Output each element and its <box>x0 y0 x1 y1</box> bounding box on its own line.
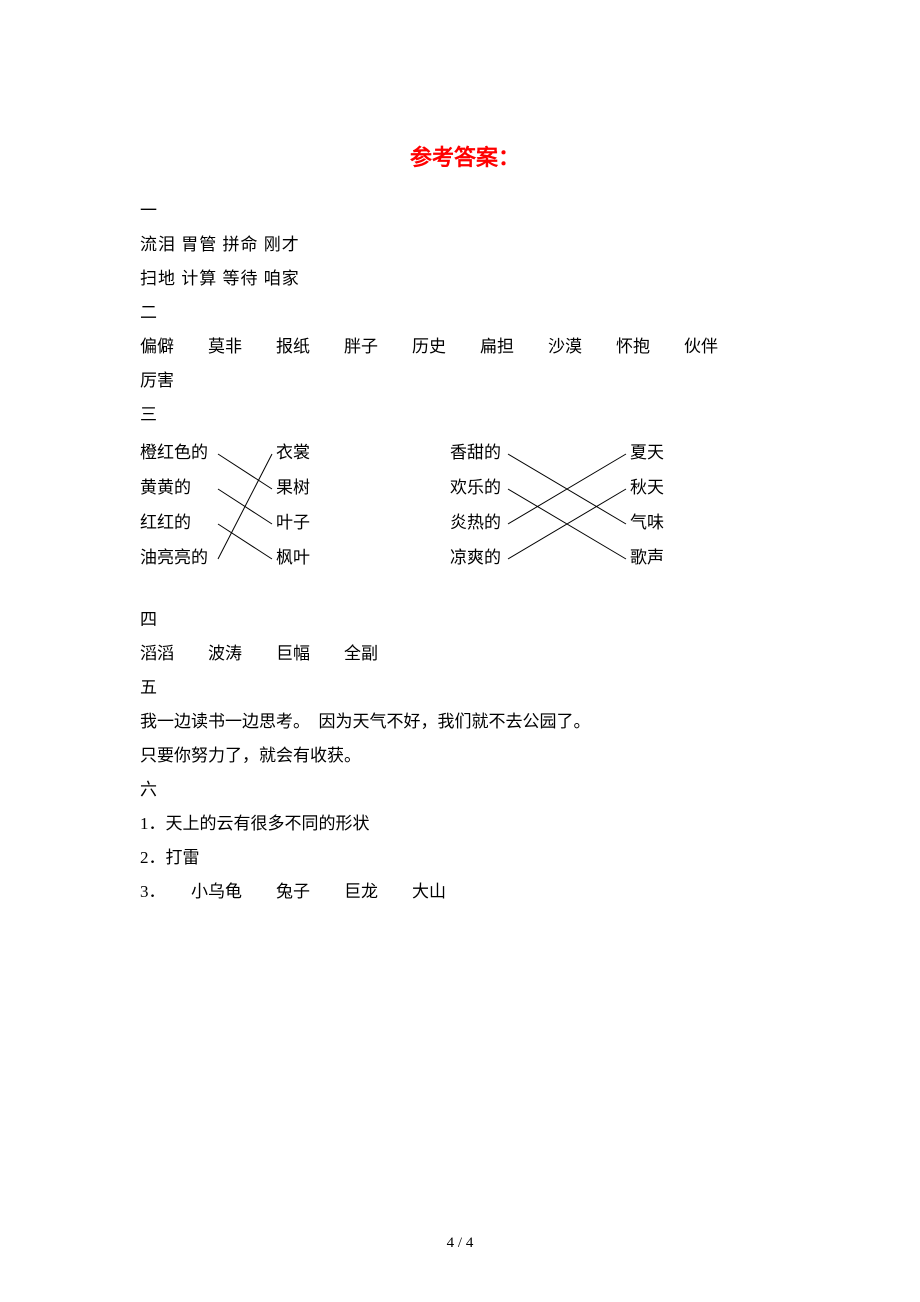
left-b-3: 枫叶 <box>276 548 310 567</box>
left-conn-0 <box>218 454 272 489</box>
section-1-row-2: 扫地 计算 等待 咱家 <box>140 262 790 296</box>
right-b-2: 气味 <box>630 513 664 532</box>
section-4-row-1: 滔滔 波涛 巨幅 全副 <box>140 637 790 671</box>
matching-svg: 橙红色的 衣裳 香甜的 夏天黄黄的 果树 欢乐的 秋天红红的 叶子 炎热的 气味油亮亮的 枫叶 凉爽的… <box>140 438 700 588</box>
right-b-3: 歌声 <box>630 548 664 567</box>
section-5-label: 五 <box>140 671 790 705</box>
page-number: 4 / 4 <box>140 1235 780 1252</box>
right-b-1: 秋天 <box>630 478 664 497</box>
right-b-0: 夏天 <box>630 443 664 462</box>
section-6-item-1: 1．天上的云有很多不同的形状 <box>140 807 790 841</box>
left-b-2: 叶子 <box>276 513 310 532</box>
section-5-row-1: 我一边读书一边思考。 因为天气不好，我们就不去公园了。 <box>140 705 790 739</box>
section-2-label: 二 <box>140 296 790 330</box>
left-a-1: 黄黄的 <box>140 478 191 497</box>
section-3-label: 三 <box>140 398 790 432</box>
section-2-row-2: 厉害 <box>140 364 790 398</box>
section-6-label: 六 <box>140 773 790 807</box>
right-a-2: 炎热的 <box>450 513 501 532</box>
section-6-item-3: 3． 小乌龟 兔子 巨龙 大山 <box>140 875 790 909</box>
section-4-label: 四 <box>140 603 790 637</box>
section-1-label: 一 <box>140 194 790 228</box>
left-conn-3 <box>218 454 272 559</box>
section-1-row-1: 流泪 胃管 拼命 刚才 <box>140 228 790 262</box>
left-b-1: 果树 <box>276 478 310 497</box>
right-a-0: 香甜的 <box>450 443 501 462</box>
right-a-3: 凉爽的 <box>450 548 501 567</box>
right-a-1: 欢乐的 <box>450 478 501 497</box>
section-5-row-2: 只要你努力了，就会有收获。 <box>140 739 790 773</box>
left-a-3: 油亮亮的 <box>140 548 208 567</box>
matching-diagram: 橙红色的 衣裳 香甜的 夏天黄黄的 果树 欢乐的 秋天红红的 叶子 炎热的 气味油亮亮的 枫叶 凉爽的… <box>140 438 790 593</box>
left-a-0: 橙红色的 <box>140 443 208 462</box>
left-conn-2 <box>218 524 272 559</box>
left-a-2: 红红的 <box>140 513 191 532</box>
section-6-item-2: 2．打雷 <box>140 841 790 875</box>
left-b-0: 衣裳 <box>276 443 310 462</box>
page: 参考答案： 一 流泪 胃管 拼命 刚才 扫地 计算 等待 咱家 二 偏僻 莫非 … <box>0 0 920 1302</box>
section-2-row-1: 偏僻 莫非 报纸 胖子 历史 扁担 沙漠 怀抱 伙伴 <box>140 330 790 364</box>
answer-key-title: 参考答案： <box>140 140 790 172</box>
